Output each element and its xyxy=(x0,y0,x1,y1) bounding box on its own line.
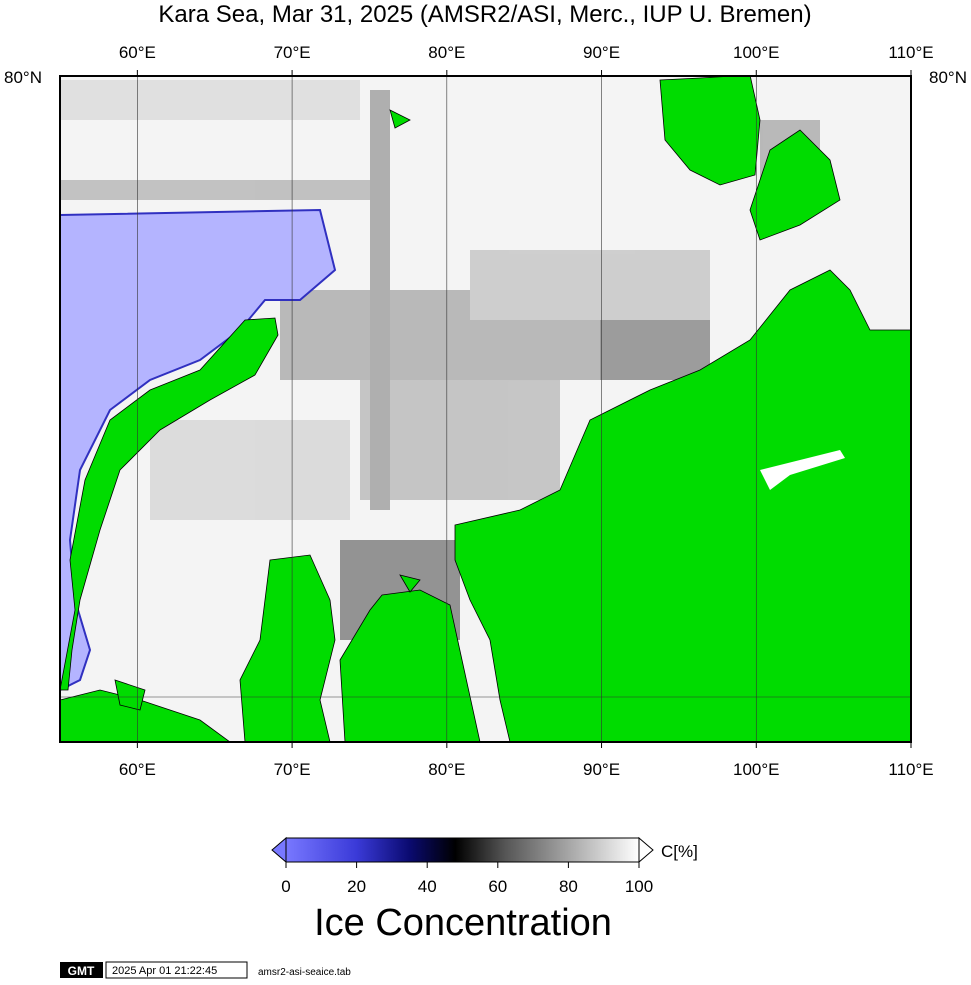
colorbar-tick-label: 20 xyxy=(347,877,366,896)
logo-box xyxy=(60,962,103,978)
lon-label: 100°E xyxy=(733,760,780,779)
map-title: Kara Sea, Mar 31, 2025 (AMSR2/ASI, Merc.… xyxy=(158,1,811,28)
open-water xyxy=(60,208,337,692)
colorbar-tick-label: 40 xyxy=(418,877,437,896)
lon-label: 110°E xyxy=(888,760,933,779)
polynya xyxy=(760,450,845,490)
colorbar-tick-label: 100 xyxy=(625,877,653,896)
colorbar-tick-label: 80 xyxy=(559,877,578,896)
lon-label: 100°E xyxy=(733,43,780,62)
colorbar-over xyxy=(638,836,654,864)
timestamp-box xyxy=(105,961,248,979)
lon-label: 110°E xyxy=(888,43,933,62)
colorbar-label: Ice Concentration xyxy=(314,902,612,944)
ice-texture xyxy=(60,80,820,640)
logo: GMT xyxy=(68,964,95,978)
colorbar: C[%] 0 20 40 60 80 100 xyxy=(271,836,698,896)
lon-label: 60°E xyxy=(119,760,156,779)
lat-label: 80°N xyxy=(929,68,967,87)
timestamp: 2025 Apr 01 21:22:45 xyxy=(112,965,217,977)
graticule xyxy=(137,76,911,742)
colorbar-unit: C[%] xyxy=(661,842,698,861)
file-name: amsr2-asi-seaice.tab xyxy=(258,967,351,978)
colorbar-ramp xyxy=(285,837,640,863)
map-frame xyxy=(59,75,912,743)
lon-label: 80°E xyxy=(428,43,465,62)
lon-label: 60°E xyxy=(119,43,156,62)
map-area xyxy=(60,76,911,742)
colorbar-tick-label: 60 xyxy=(488,877,507,896)
colorbar-under xyxy=(271,836,287,864)
lon-label: 90°E xyxy=(583,760,620,779)
lon-label: 80°E xyxy=(428,760,465,779)
lon-label: 70°E xyxy=(274,760,311,779)
lon-label: 90°E xyxy=(583,43,620,62)
colorbar-tick-label: 0 xyxy=(281,877,290,896)
land xyxy=(60,76,911,742)
lon-label: 70°E xyxy=(274,43,311,62)
lat-label: 80°N xyxy=(4,68,42,87)
